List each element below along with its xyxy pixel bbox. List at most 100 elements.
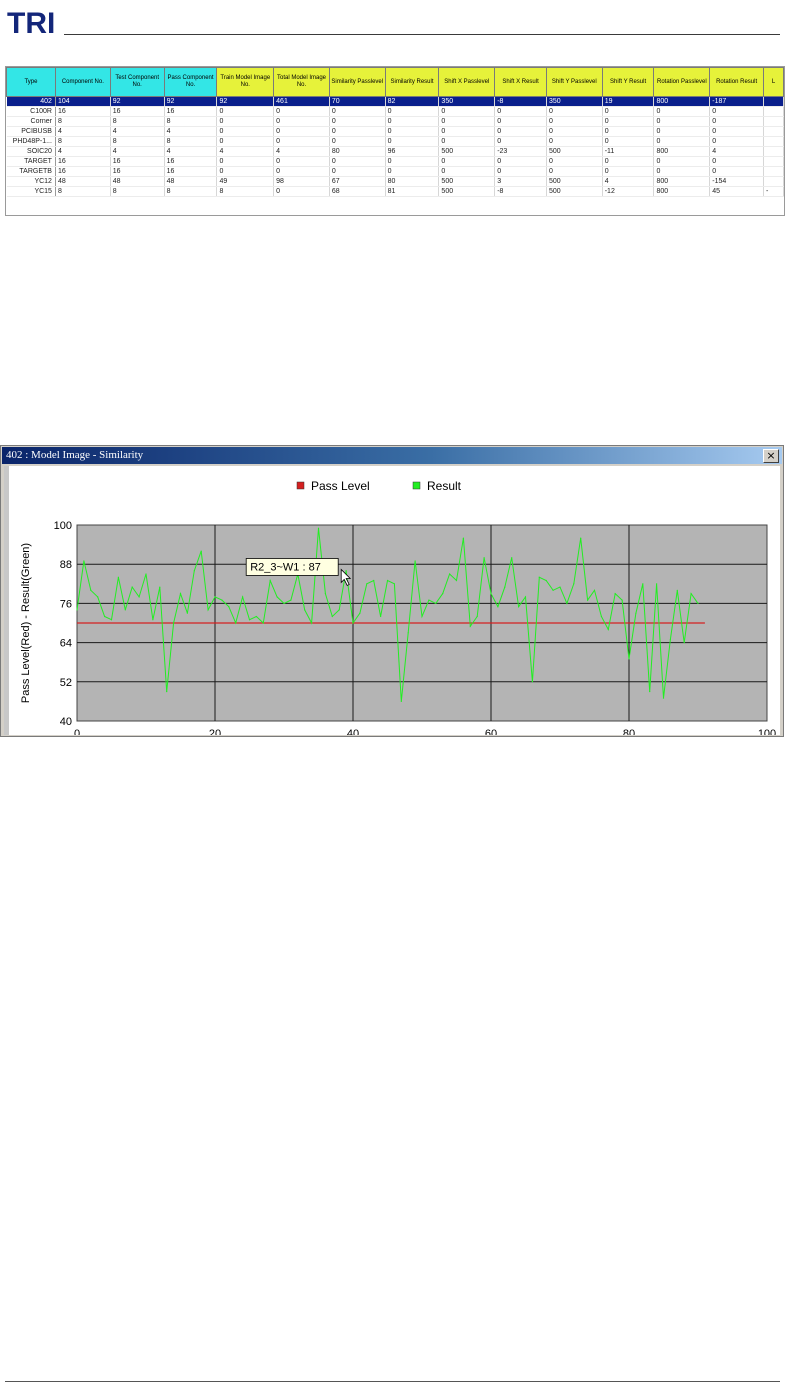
table-cell: -12 xyxy=(602,186,655,197)
column-header[interactable]: Total Model Image No. xyxy=(273,67,330,97)
column-header[interactable]: Rotation Passlevel xyxy=(653,67,711,97)
column-header[interactable]: Similarity Passlevel xyxy=(328,67,386,97)
table-cell: 0 xyxy=(329,156,386,167)
result-point xyxy=(359,612,361,614)
result-point xyxy=(531,681,534,683)
row-type-cell: Corner xyxy=(6,116,56,127)
result-point xyxy=(124,609,126,611)
table-cell: 8 xyxy=(55,186,111,197)
result-point xyxy=(235,622,237,624)
y-tick-label: 52 xyxy=(60,677,72,689)
result-point xyxy=(366,583,368,585)
column-header[interactable]: Pass Component No. xyxy=(163,67,218,97)
result-point xyxy=(614,593,616,595)
result-point xyxy=(552,589,554,591)
result-point xyxy=(511,557,513,559)
y-tick-label: 40 xyxy=(60,716,72,728)
result-point xyxy=(607,628,609,631)
table-cell: 0 xyxy=(653,116,711,127)
tri-logo: TRI xyxy=(7,7,55,40)
table-cell: 500 xyxy=(546,176,603,187)
column-header[interactable]: Shift Y Result xyxy=(601,67,655,97)
table-cell: 0 xyxy=(216,136,275,147)
table-cell: 0 xyxy=(546,126,603,137)
column-header[interactable]: Shift X Passlevel xyxy=(438,67,496,97)
table-cell: 8 xyxy=(164,116,218,127)
table-row[interactable]: Corner 8 8 8 0 0 0 0 0 0 0 0 0 0 xyxy=(6,116,784,127)
column-header[interactable]: Type xyxy=(6,67,56,97)
table-cell: 0 xyxy=(329,126,386,137)
column-header[interactable]: Shift Y Passlevel xyxy=(545,67,603,97)
close-button[interactable]: × xyxy=(763,449,779,463)
table-cell: 49 xyxy=(216,176,275,187)
table-row[interactable]: C100R 16 16 16 0 0 0 0 0 0 0 0 0 0 xyxy=(6,106,784,117)
table-cell: 0 xyxy=(602,136,655,147)
table-cell: 8 xyxy=(110,186,165,197)
window-titlebar[interactable]: 402 : Model Image - Similarity × xyxy=(2,447,782,464)
table-cell: 350 xyxy=(438,96,496,107)
table-row[interactable]: YC12 48 48 48 49 98 67 80 500 3 500 4 800 -154 xyxy=(6,176,784,187)
table-cell: 0 xyxy=(216,106,275,117)
table-cell: 70 xyxy=(329,96,386,107)
result-point xyxy=(690,593,692,595)
table-row[interactable]: SOIC20 4 4 4 4 4 80 96 500 -23 500 -11 800 4 xyxy=(6,146,784,157)
table-cell xyxy=(763,146,784,157)
header-rule xyxy=(64,34,780,35)
table-row[interactable]: TARGET 16 16 16 0 0 0 0 0 0 0 0 0 0 xyxy=(6,156,784,167)
table-cell: 0 xyxy=(494,166,547,177)
table-cell: 0 xyxy=(709,116,764,127)
result-point xyxy=(524,596,527,598)
table-cell: 80 xyxy=(329,146,386,157)
result-point xyxy=(476,615,478,618)
column-header[interactable]: Rotation Result xyxy=(709,67,764,97)
table-cell: 461 xyxy=(273,96,330,107)
table-cell: 8 xyxy=(164,186,218,197)
table-cell: 8 xyxy=(55,136,111,147)
column-header[interactable]: L xyxy=(763,67,784,97)
table-row[interactable]: TARGETB 16 16 16 0 0 0 0 0 0 0 0 0 0 xyxy=(6,166,784,177)
row-type-cell: 402 xyxy=(6,96,56,107)
table-cell: 81 xyxy=(385,186,440,197)
table-row[interactable]: PHD48P-1... 8 8 8 0 0 0 0 0 0 0 0 0 0 xyxy=(6,136,784,147)
column-header[interactable]: Train Model Image No. xyxy=(216,67,275,97)
table-cell: 0 xyxy=(216,166,275,177)
similarity-chart: 4052647688100020406080100Inspection Wind… xyxy=(20,479,776,762)
result-point xyxy=(317,527,320,529)
footer-rule xyxy=(5,1381,780,1382)
table-cell: 0 xyxy=(273,166,330,177)
table-row[interactable]: PCIBUSB 4 4 4 0 0 0 0 0 0 0 0 0 0 xyxy=(6,126,784,137)
table-cell: -23 xyxy=(494,146,547,157)
table-row[interactable]: 402 104 92 92 92 461 70 82 350 -8 350 19 800 -187 xyxy=(6,96,784,107)
table-cell: 92 xyxy=(216,96,275,107)
table-cell: 0 xyxy=(385,156,440,167)
result-point xyxy=(352,622,354,624)
table-cell: 16 xyxy=(110,156,165,167)
column-header[interactable]: Test Component No. xyxy=(109,67,165,97)
table-cell: 0 xyxy=(709,166,764,177)
table-row[interactable]: YC15 8 8 8 8 0 68 81 500 -8 500 -12 800 45- xyxy=(6,186,784,197)
result-point xyxy=(386,579,389,582)
result-point xyxy=(538,576,540,578)
table-cell: 67 xyxy=(329,176,386,187)
table-cell: 16 xyxy=(110,166,165,177)
result-point xyxy=(662,697,665,699)
result-point xyxy=(304,609,306,611)
table-cell: 0 xyxy=(494,136,547,147)
column-header[interactable]: Similarity Result xyxy=(384,67,440,97)
column-header[interactable]: Shift X Result xyxy=(494,67,547,97)
table-cell: 0 xyxy=(216,116,275,127)
table-cell: 0 xyxy=(602,166,655,177)
table-cell: 0 xyxy=(546,136,603,147)
mouse-cursor-icon xyxy=(340,568,352,587)
result-point xyxy=(138,596,140,598)
table-cell: 4 xyxy=(110,126,165,137)
table-cell: 0 xyxy=(329,136,386,147)
x-tick-label: 80 xyxy=(623,728,635,735)
result-point xyxy=(400,700,402,702)
table-cell: 68 xyxy=(329,186,386,197)
column-header[interactable]: Component No. xyxy=(54,67,111,97)
result-point xyxy=(566,602,568,604)
x-tick-label: 40 xyxy=(347,728,359,735)
row-type-cell: PHD48P-1... xyxy=(6,136,56,147)
table-cell xyxy=(763,116,784,127)
